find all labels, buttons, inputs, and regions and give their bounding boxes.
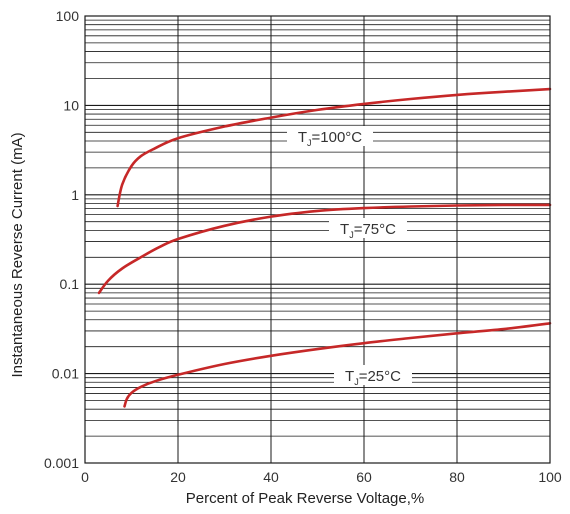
x-axis-title: Percent of Peak Reverse Voltage,% — [186, 490, 424, 507]
x-tick-label: 80 — [449, 469, 465, 485]
curve-label: TJ=100°C — [298, 129, 362, 148]
y-tick-label: 1 — [71, 187, 79, 203]
y-tick-label: 10 — [63, 97, 79, 113]
plot-background — [85, 16, 550, 463]
y-tick-label: 0.01 — [52, 366, 79, 382]
x-tick-label: 60 — [356, 469, 372, 485]
y-tick-label: 0.001 — [44, 455, 79, 471]
data-curves — [97, 87, 552, 408]
y-axis-title: Instantaneous Reverse Current (mA) — [9, 132, 26, 377]
x-tick-label: 100 — [538, 469, 562, 485]
x-tick-label: 0 — [81, 469, 89, 485]
curve-label-background — [334, 365, 412, 385]
curve-label: TJ=25°C — [345, 368, 401, 387]
curve-label-background — [329, 218, 407, 238]
curve-tj-100c — [116, 87, 552, 208]
curve-label: TJ=75°C — [340, 221, 396, 240]
plot-frame — [84, 15, 551, 464]
x-tick-label: 20 — [170, 469, 186, 485]
curve-tj-25c — [123, 322, 552, 408]
x-tick-label: 40 — [263, 469, 279, 485]
curve-label-background — [287, 126, 373, 146]
y-tick-label: 0.1 — [60, 276, 80, 292]
curve-tj-75c — [97, 203, 552, 295]
tick-labels: 0 20 40 60 80 100 0.001 0.01 0.1 1 10 100 — [44, 8, 562, 485]
y-tick-label: 100 — [56, 8, 80, 24]
curve-labels: TJ=100°C TJ=75°C TJ=25°C — [287, 126, 412, 387]
